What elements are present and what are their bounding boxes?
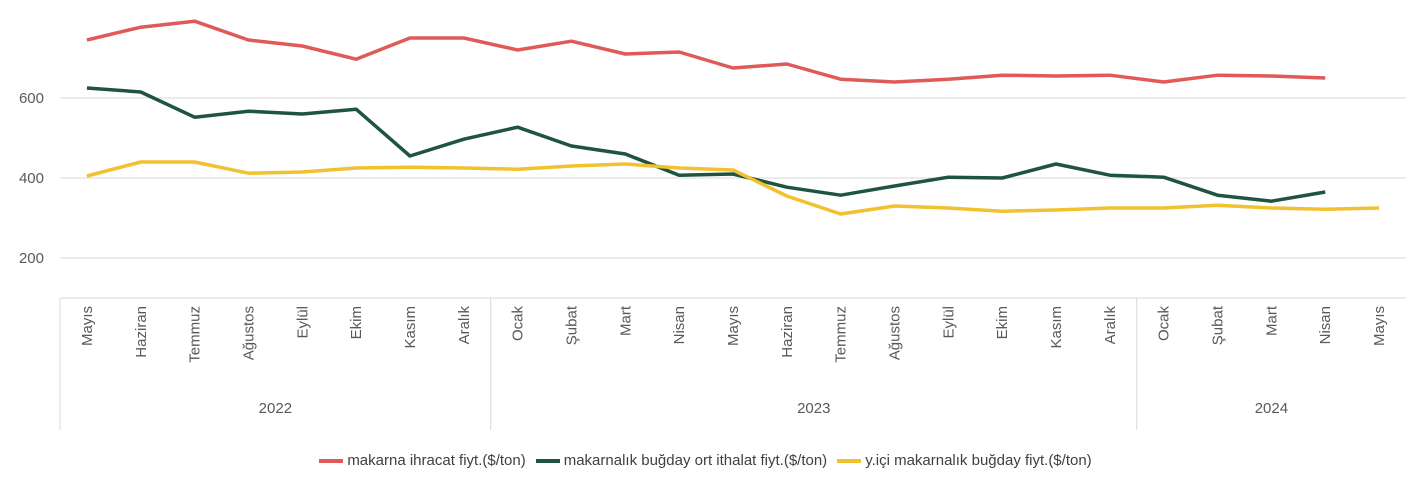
x-tick-label: Mayıs xyxy=(79,306,96,346)
legend: makarna ihracat fiyt.($/ton) makarnalık b… xyxy=(0,452,1411,469)
chart: 200 400 600 Mayıs Haziran Temmuz Ağustos Eylül E… xyxy=(19,19,1406,430)
legend-label: y.içi makarnalık buğday fiyt.($/ton) xyxy=(865,452,1092,469)
x-tick-label: Ekim xyxy=(348,306,365,339)
series-line xyxy=(86,160,1380,216)
x-tick-label: Mart xyxy=(1263,305,1280,336)
x-tick-label: Şubat xyxy=(1210,305,1227,345)
x-tick-label: Mayıs xyxy=(725,306,742,346)
group-label: 2022 xyxy=(259,400,292,417)
legend-swatch xyxy=(319,458,344,463)
x-tick-label: Kasım xyxy=(402,306,419,349)
x-tick-label: Eylül xyxy=(940,306,957,339)
x-tick-label: Ekim xyxy=(994,306,1011,339)
series-line xyxy=(86,86,1326,203)
group-label: 2024 xyxy=(1255,400,1288,417)
y-tick-label: 400 xyxy=(19,170,44,187)
x-tick-label: Temmuz xyxy=(187,306,204,363)
x-tick-label: Temmuz xyxy=(833,306,850,363)
x-tick-label: Aralık xyxy=(456,306,473,345)
x-tick-label: Haziran xyxy=(133,306,150,358)
x-tick-label: Mart xyxy=(617,305,634,336)
x-tick-label: Nisan xyxy=(671,306,688,344)
x-tick-label: Aralık xyxy=(1102,306,1119,345)
x-tick-label: Mayıs xyxy=(1371,306,1388,346)
series-line xyxy=(86,19,1326,84)
legend-item: makarna ihracat fiyt.($/ton) xyxy=(319,452,526,469)
legend-label: makarnalık buğday ort ithalat fiyt.($/to… xyxy=(563,452,828,469)
x-tick-label: Ocak xyxy=(1156,306,1173,342)
legend-label: makarna ihracat fiyt.($/ton) xyxy=(347,452,526,469)
x-tick-label: Eylül xyxy=(294,306,311,339)
y-tick-label: 200 xyxy=(19,250,44,267)
legend-swatch xyxy=(535,458,560,463)
x-tick-label: Nisan xyxy=(1317,306,1334,344)
legend-swatch xyxy=(837,458,862,463)
legend-item: y.içi makarnalık buğday fiyt.($/ton) xyxy=(837,452,1092,469)
legend-item: makarnalık buğday ort ithalat fiyt.($/to… xyxy=(535,452,828,469)
x-tick-label: Ağustos xyxy=(887,306,904,360)
group-label: 2023 xyxy=(797,400,830,417)
x-tick-label: Haziran xyxy=(779,306,796,358)
y-tick-label: 600 xyxy=(19,90,44,107)
x-tick-label: Kasım xyxy=(1048,306,1065,349)
x-tick-label: Ocak xyxy=(510,306,527,342)
x-tick-label: Şubat xyxy=(563,305,580,345)
x-tick-label: Ağustos xyxy=(240,306,257,360)
